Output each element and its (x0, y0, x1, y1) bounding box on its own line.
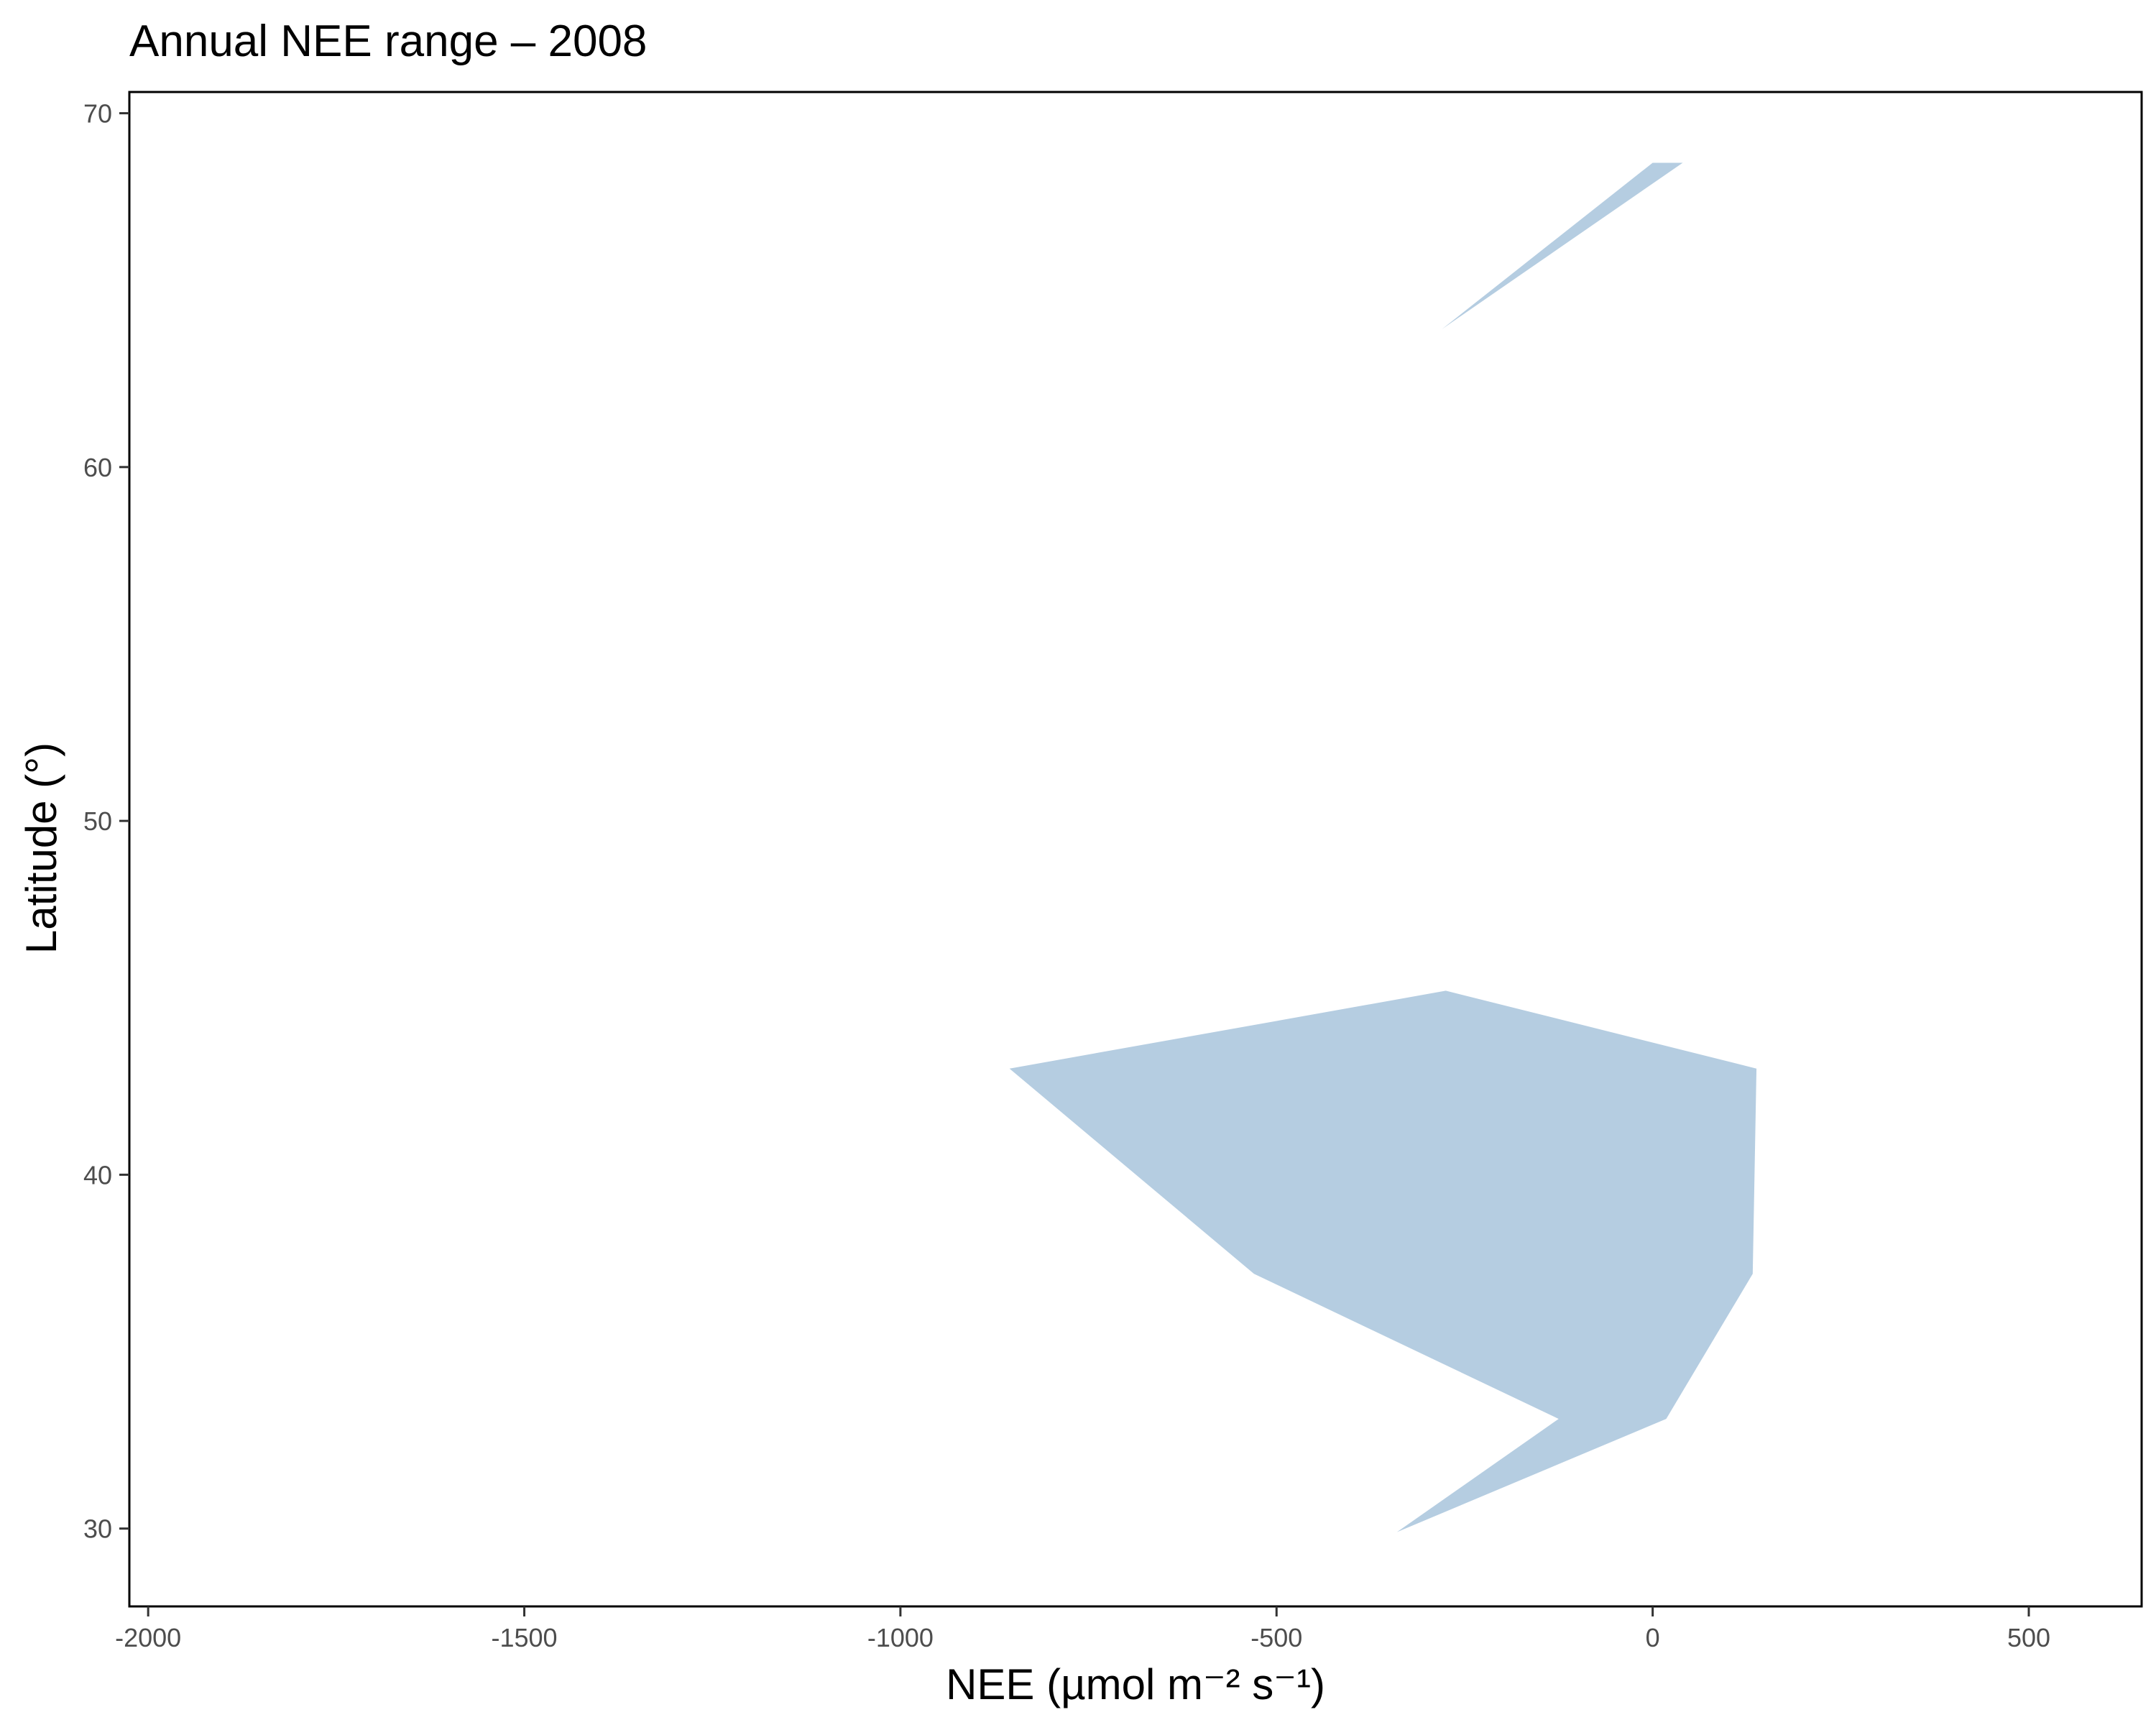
y-axis: 30 40 50 60 70 (83, 99, 129, 1544)
x-tick-label: -2000 (115, 1623, 181, 1652)
x-tick-label: 0 (1646, 1623, 1660, 1652)
y-tick-label: 60 (83, 453, 112, 482)
x-tick-label: 500 (2007, 1623, 2050, 1652)
x-tick-label: -1000 (867, 1623, 934, 1652)
nee-ribbon-1 (1009, 990, 1757, 1532)
chart-title: Annual NEE range – 2008 (129, 17, 647, 66)
panel-border (128, 91, 2143, 1608)
y-tick-label: 30 (83, 1514, 112, 1544)
y-axis-title: Latitude (°) (17, 742, 65, 954)
nee-ribbon-2 (1442, 162, 1683, 329)
x-axis-title: NEE (µmol m⁻² s⁻¹) (946, 1660, 1325, 1708)
y-tick-label: 70 (83, 99, 112, 129)
x-tick-label: -1500 (491, 1623, 557, 1652)
x-tick-label: -500 (1250, 1623, 1302, 1652)
x-axis: -2000 -1500 -1000 -500 0 500 (115, 1606, 2050, 1652)
ribbon-layer (1009, 162, 1757, 1532)
y-tick-label: 50 (83, 806, 112, 836)
y-tick-label: 40 (83, 1160, 112, 1190)
